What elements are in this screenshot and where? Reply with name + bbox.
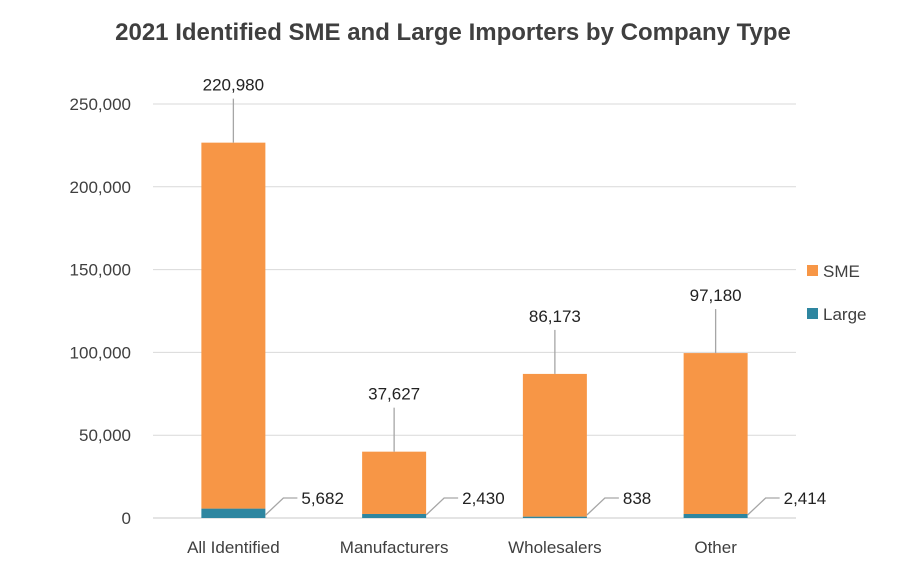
y-tick-label: 100,000 (70, 343, 131, 362)
chart-title: 2021 Identified SME and Large Importers … (115, 19, 791, 46)
legend-swatch-sme (807, 265, 818, 276)
legend-swatch-large (807, 308, 818, 319)
bar-sme (684, 353, 748, 514)
bar-sme (523, 374, 587, 517)
y-tick-label: 250,000 (70, 95, 131, 114)
large-data-label: 2,414 (784, 489, 827, 508)
bars (201, 143, 747, 518)
legend-label-sme: SME (823, 262, 860, 281)
large-leader-line (587, 498, 619, 515)
sme-data-label: 220,980 (203, 76, 264, 95)
bar-sme (201, 143, 265, 509)
legend: SME Large (807, 262, 866, 324)
large-leader-line (426, 498, 458, 515)
legend-label-large: Large (823, 305, 866, 324)
bar-large (201, 509, 265, 518)
y-axis: 0 50,000 100,000 150,000 200,000 250,000 (70, 95, 131, 528)
bar-large (523, 517, 587, 518)
sme-data-label: 37,627 (368, 385, 420, 404)
x-tick-label: Wholesalers (508, 538, 602, 557)
bar-large (684, 514, 748, 518)
large-leader-line (748, 498, 780, 515)
large-data-label: 2,430 (462, 489, 505, 508)
x-tick-label: Manufacturers (340, 538, 449, 557)
sme-data-label: 86,173 (529, 307, 581, 326)
bar-sme (362, 452, 426, 514)
large-data-label: 838 (623, 489, 651, 508)
stacked-bar-chart: 2021 Identified SME and Large Importers … (0, 0, 906, 570)
x-tick-label: Other (694, 538, 737, 557)
x-axis: All Identified Manufacturers Wholesalers Ot… (187, 538, 737, 557)
bar-large (362, 514, 426, 518)
y-tick-label: 200,000 (70, 178, 131, 197)
chart-container: 2021 Identified SME and Large Importers … (0, 0, 906, 570)
sme-data-label: 97,180 (690, 286, 742, 305)
y-tick-label: 150,000 (70, 261, 131, 280)
x-tick-label: All Identified (187, 538, 280, 557)
large-leader-line (265, 498, 297, 515)
large-data-label: 5,682 (301, 489, 344, 508)
y-tick-label: 50,000 (79, 426, 131, 445)
y-tick-label: 0 (122, 509, 131, 528)
